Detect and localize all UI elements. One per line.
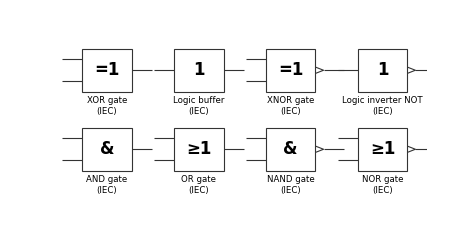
Bar [174, 49, 224, 92]
Text: ≥1: ≥1 [370, 139, 395, 157]
Text: XNOR gate
(IEC): XNOR gate (IEC) [267, 96, 314, 116]
Text: =1: =1 [278, 61, 303, 79]
Bar [82, 128, 132, 171]
Text: NAND gate
(IEC): NAND gate (IEC) [267, 175, 315, 195]
Bar [82, 49, 132, 92]
Text: &: & [283, 139, 298, 157]
Bar [358, 128, 407, 171]
Text: Logic buffer
(IEC): Logic buffer (IEC) [173, 96, 225, 116]
Text: NOR gate
(IEC): NOR gate (IEC) [362, 175, 403, 195]
Text: 1: 1 [193, 61, 205, 79]
Text: 1: 1 [377, 61, 388, 79]
Text: Logic inverter NOT
(IEC): Logic inverter NOT (IEC) [342, 96, 423, 116]
Text: XOR gate
(IEC): XOR gate (IEC) [87, 96, 127, 116]
Text: &: & [100, 139, 114, 157]
Bar [174, 128, 224, 171]
Bar [358, 49, 407, 92]
Text: AND gate
(IEC): AND gate (IEC) [86, 175, 128, 195]
Text: OR gate
(IEC): OR gate (IEC) [182, 175, 216, 195]
Bar [266, 49, 316, 92]
Bar [266, 128, 316, 171]
Text: ≥1: ≥1 [186, 139, 211, 157]
Text: =1: =1 [94, 61, 120, 79]
